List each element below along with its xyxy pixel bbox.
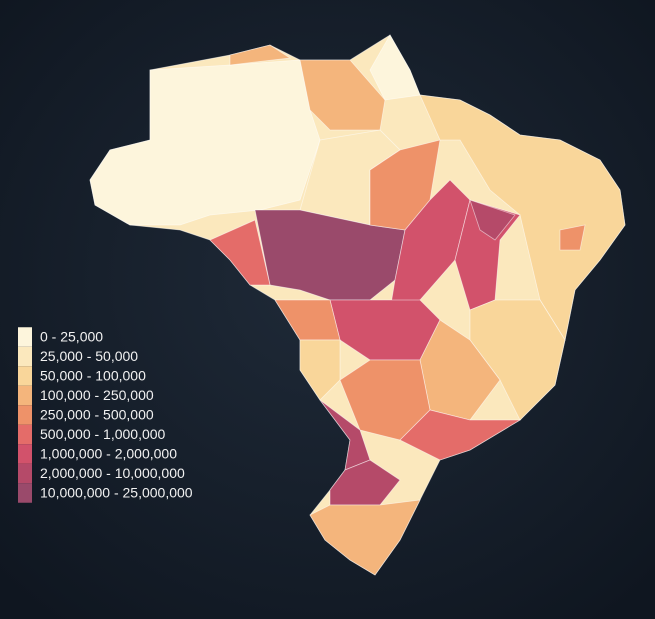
- legend-swatch: [18, 385, 32, 406]
- region: [369, 34, 421, 101]
- brazil-map: [89, 34, 626, 576]
- legend-label: 25,000 - 50,000: [40, 348, 138, 364]
- legend-label: 2,000,000 - 10,000,000: [40, 465, 185, 481]
- legend-label: 10,000,000 - 25,000,000: [40, 485, 193, 501]
- region: [469, 199, 516, 241]
- legend-label: 50,000 - 100,000: [40, 368, 146, 384]
- legend-swatch: [18, 366, 32, 386]
- legend-swatch: [18, 405, 32, 425]
- legend-swatch: [18, 327, 32, 347]
- legend-label: 250,000 - 500,000: [40, 407, 154, 423]
- region: [309, 499, 421, 576]
- region: [299, 339, 341, 401]
- region: [229, 44, 292, 66]
- legend-swatch: [18, 463, 32, 484]
- legend-label: 0 - 25,000: [40, 329, 103, 345]
- legend-label: 1,000,000 - 2,000,000: [40, 446, 177, 462]
- region: [254, 209, 406, 301]
- legend-label: 500,000 - 1,000,000: [40, 426, 166, 442]
- legend-label: 100,000 - 250,000: [40, 387, 154, 403]
- region: [419, 94, 626, 342]
- legend-swatch: [18, 346, 32, 367]
- legend: 0 - 25,000 25,000 - 50,000 50,000 - 100,00…: [18, 327, 193, 503]
- region: [559, 224, 586, 251]
- region: [399, 409, 522, 461]
- legend-swatch: [18, 444, 32, 464]
- region: [209, 219, 271, 286]
- legend-swatch: [18, 483, 32, 503]
- legend-swatch: [18, 424, 32, 445]
